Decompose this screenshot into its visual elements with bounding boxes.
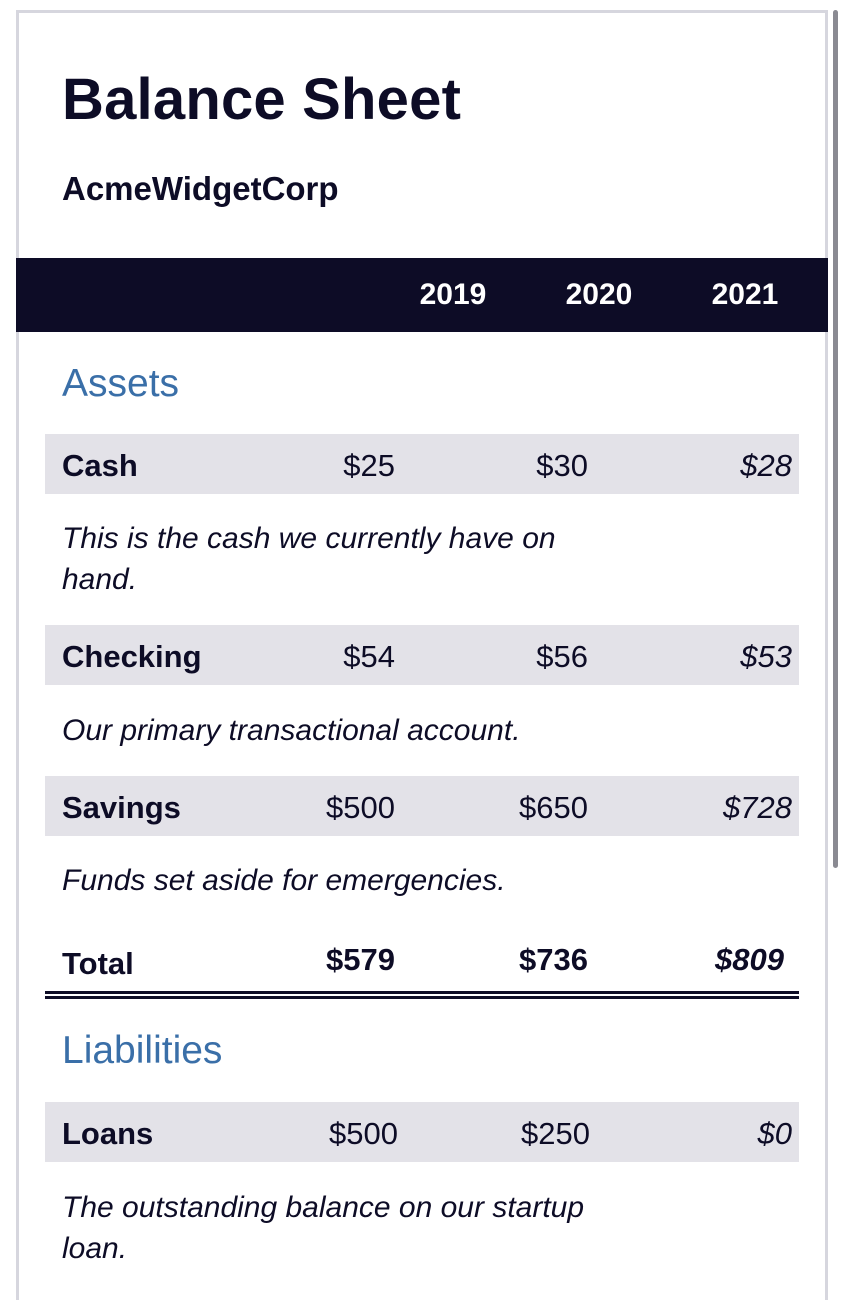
note-cash: This is the cash we currently have on ha… [62,522,556,596]
table-row [45,776,799,836]
company-name: AcmeWidgetCorp [62,170,339,207]
cell-checking-2021: $53 [740,639,792,674]
section-title-assets: Assets [62,362,180,405]
cell-savings-2019: $500 [326,790,395,825]
row-label-checking: Checking [62,639,202,674]
row-label-savings: Savings [62,790,181,825]
row-label-total: Total [62,946,134,981]
year-header-2021: 2021 [711,278,779,311]
cell-cash-2019: $25 [343,448,395,483]
year-header-bar [16,258,828,332]
note-checking: Our primary transactional account. [62,714,521,747]
cell-checking-2019: $54 [343,639,395,674]
cell-loans-2021: $0 [757,1116,792,1151]
row-label-loans: Loans [62,1116,154,1151]
note-savings: Funds set aside for emergencies. [62,864,506,897]
cell-total-2021: $809 [715,942,784,977]
page-title: Balance Sheet [62,67,462,132]
cell-savings-2020: $650 [519,790,588,825]
cell-cash-2020: $30 [536,448,588,483]
note-loans: The outstanding balance on our startup l… [62,1191,585,1265]
year-header-2020: 2020 [565,278,633,311]
table-row [45,1102,799,1162]
row-label-cash: Cash [62,448,138,483]
table-row [45,434,799,494]
section-title-liabilities: Liabilities [62,1029,223,1072]
cell-total-2019: $579 [326,942,395,977]
total-double-rule [45,991,799,999]
cell-savings-2021: $728 [723,790,792,825]
table-row [45,625,799,685]
cell-total-2020: $736 [519,942,588,977]
cell-loans-2019: $500 [329,1116,398,1151]
cell-checking-2020: $56 [536,639,588,674]
cell-cash-2021: $28 [740,448,792,483]
scrollbar[interactable] [833,10,838,868]
cell-loans-2020: $250 [521,1116,590,1151]
year-header-2019: 2019 [419,278,487,311]
